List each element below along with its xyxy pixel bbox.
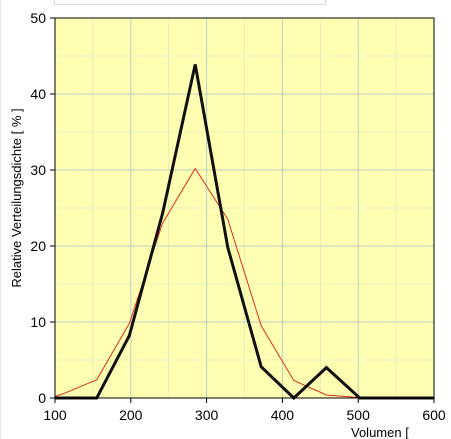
x-tick-label: 400: [271, 407, 295, 423]
x-tick-label: 500: [347, 407, 371, 423]
series-line-fitted: [54, 167, 435, 399]
x-tick-label: 300: [195, 407, 219, 423]
y-tick-label: 0: [38, 390, 46, 406]
y-tick-label: 10: [30, 314, 46, 330]
y-tick-label: 50: [30, 10, 46, 26]
window-left-edge: [0, 0, 1, 439]
x-tick-label: 100: [43, 407, 67, 423]
tick-labels: 100 200 300 400 500 600 0 10 20 30 40 50: [30, 10, 445, 423]
y-tick-label: 40: [30, 86, 46, 102]
x-tick-label: 600: [422, 407, 446, 423]
series-line-measured: [55, 64, 434, 401]
header-strip: [54, 0, 326, 5]
y-axis-title: Relative Verteilungsdichte [ % ]: [9, 108, 24, 287]
y-tick-label: 20: [30, 238, 46, 254]
x-axis-title: Volumen [: [351, 425, 409, 439]
plot-frame: [54, 17, 435, 399]
y-tick-label: 30: [30, 162, 46, 178]
grid-lines: [55, 18, 434, 398]
x-tick-label: 200: [119, 407, 143, 423]
series-layer: [54, 64, 435, 401]
